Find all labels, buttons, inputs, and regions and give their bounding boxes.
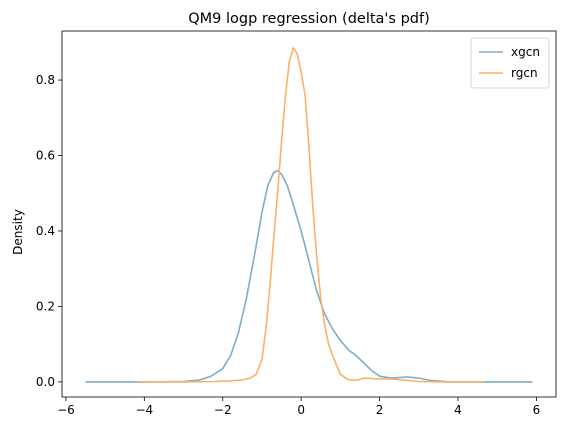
x-axis: −6 −4 −2 0 2 4 6 (57, 397, 540, 417)
y-axis: 0.0 0.2 0.4 0.6 0.8 (36, 73, 62, 389)
x-tick-label: 2 (376, 403, 384, 417)
series-lines (85, 47, 533, 383)
y-tick-label: 0.4 (36, 224, 55, 238)
legend-box (470, 37, 550, 89)
chart-title: QM9 logp regression (delta's pdf) (188, 11, 430, 27)
x-tick-label: −2 (214, 403, 232, 417)
legend: xgcn rgcn (470, 37, 550, 89)
legend-label-xgcn: xgcn (511, 45, 540, 59)
plot-frame (61, 30, 557, 398)
y-tick-label: 0.0 (36, 375, 55, 389)
y-tick-label: 0.8 (36, 73, 55, 87)
x-tick-label: 0 (297, 403, 305, 417)
series-line-rgcn (138, 47, 484, 383)
x-tick-label: −6 (57, 403, 75, 417)
x-tick-label: 4 (454, 403, 462, 417)
legend-label-rgcn: rgcn (511, 66, 538, 80)
series-line-xgcn (85, 169, 533, 383)
y-tick-label: 0.6 (36, 149, 55, 163)
x-tick-label: −4 (135, 403, 153, 417)
y-tick-label: 0.2 (36, 299, 55, 313)
y-axis-label: Density (11, 209, 25, 255)
x-tick-label: 6 (533, 403, 541, 417)
